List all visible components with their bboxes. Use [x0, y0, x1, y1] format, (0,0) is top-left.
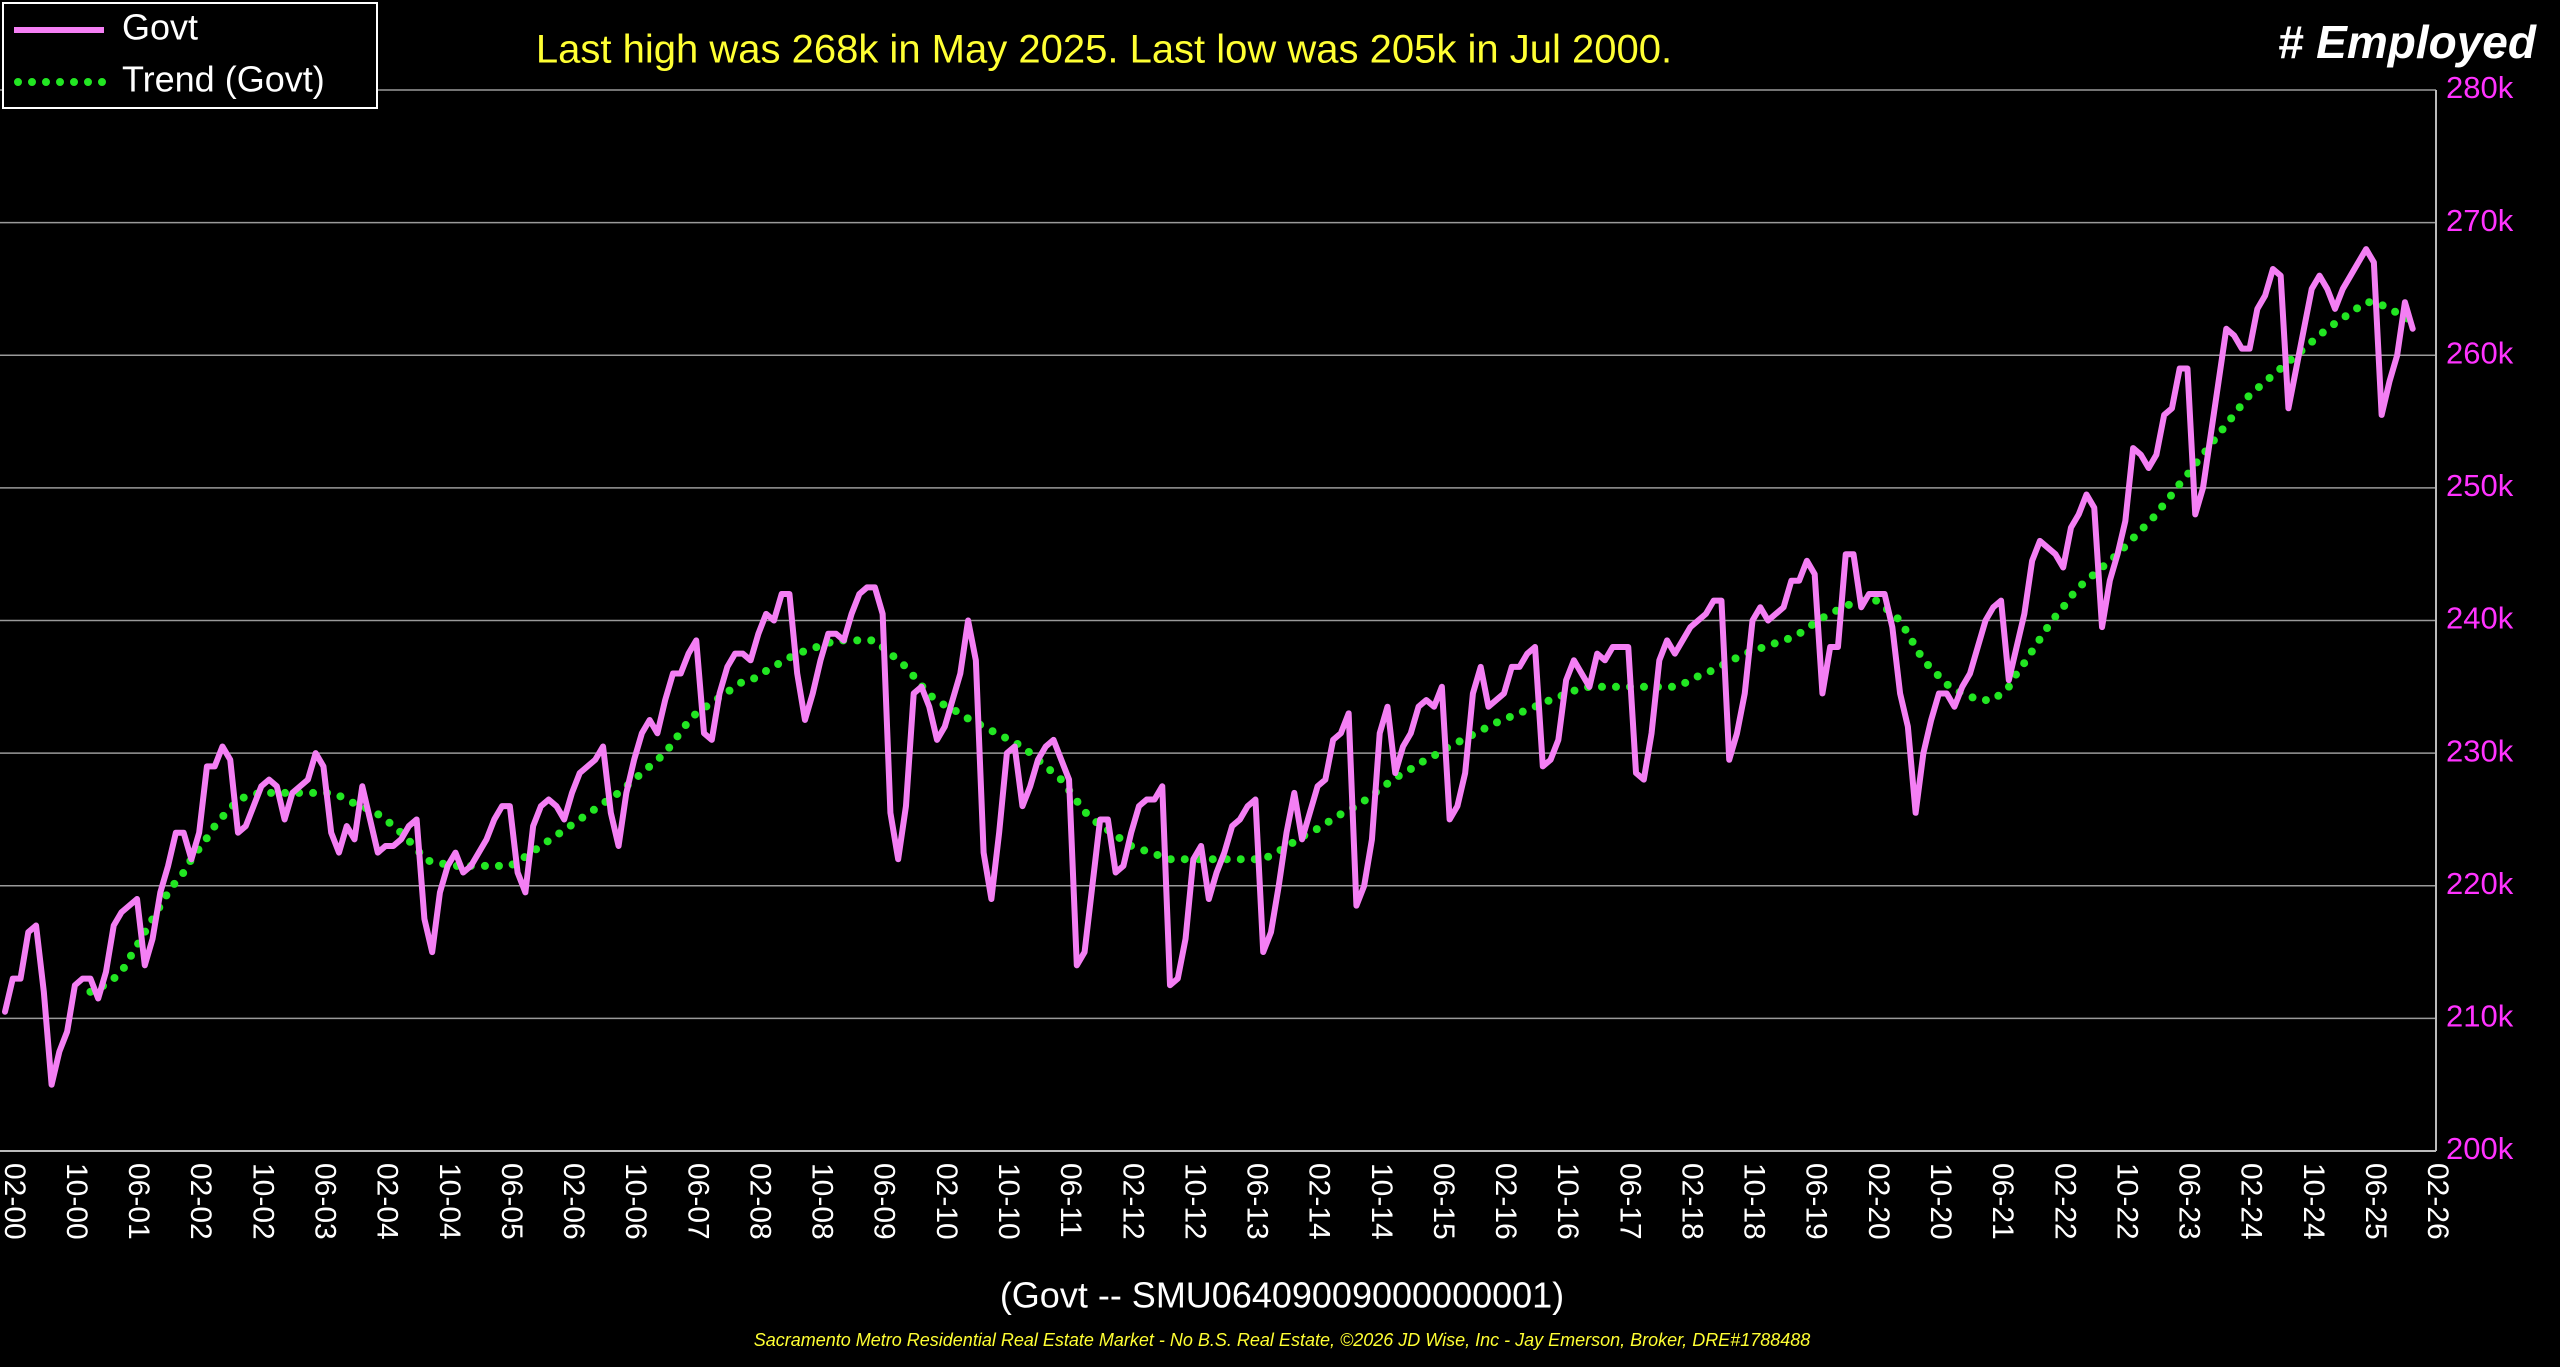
legend-label: Trend (Govt) — [122, 59, 325, 100]
y-tick-label: 260k — [2446, 335, 2514, 370]
x-tick-label: 02-16 — [1489, 1163, 1522, 1240]
x-tick-label: 02-20 — [1862, 1163, 1895, 1240]
y-tick-label: 270k — [2446, 203, 2514, 238]
x-tick-label: 10-18 — [1738, 1163, 1771, 1240]
x-tick-label: 02-10 — [930, 1163, 963, 1240]
x-tick-label: 06-11 — [1054, 1163, 1087, 1238]
legend-box — [2, 2, 378, 109]
axes: 200k 210k 220k 230k 240k 250k 260k 270k 280k 02-0… — [0, 70, 2514, 1240]
x-tick-label: 06-13 — [1241, 1163, 1274, 1240]
x-tick-label: 10-00 — [60, 1163, 93, 1240]
y-tick-label: 220k — [2446, 866, 2514, 901]
footer: Sacramento Metro Residential Real Estate… — [754, 1330, 1811, 1350]
x-tick-label: 06-21 — [1986, 1163, 2019, 1240]
x-tick-label: 10-02 — [246, 1163, 279, 1240]
x-tick-label: 06-05 — [495, 1163, 528, 1240]
x-tick-label: 06-17 — [1613, 1163, 1646, 1240]
x-tick-label: 10-10 — [992, 1163, 1025, 1240]
x-tick-label: 10-24 — [2297, 1163, 2330, 1240]
x-tick-label: 10-14 — [1365, 1163, 1398, 1240]
legend: Govt Trend (Govt) — [2, 2, 378, 109]
trend-line — [86, 298, 2417, 996]
x-tick-label: 10-12 — [1178, 1163, 1211, 1240]
corner-title: # Employed — [2278, 16, 2537, 68]
y-tick-label: 240k — [2446, 601, 2514, 636]
legend-label: Govt — [122, 7, 198, 48]
x-tick-label: 02-04 — [371, 1163, 404, 1240]
y-tick-label: 200k — [2446, 1131, 2514, 1166]
x-tick-label: 02-08 — [743, 1163, 776, 1240]
x-tick-label: 06-19 — [1800, 1163, 1833, 1240]
x-tick-label: 06-07 — [681, 1163, 714, 1240]
plot-area — [2, 246, 2417, 1088]
x-tick-label: 06-01 — [122, 1163, 155, 1240]
x-tick-label: 02-24 — [2235, 1163, 2268, 1240]
x-tick-label: 10-08 — [806, 1163, 839, 1240]
x-tick-label: 10-04 — [433, 1163, 466, 1240]
x-tick-label: 06-09 — [868, 1163, 901, 1240]
grid — [0, 89, 2436, 1152]
x-tick-label: 06-15 — [1427, 1163, 1460, 1240]
x-tick-label: 02-18 — [1675, 1163, 1708, 1240]
y-tick-label: 280k — [2446, 70, 2514, 105]
x-tick-label: 02-12 — [1116, 1163, 1149, 1240]
y-tick-label: 250k — [2446, 468, 2514, 503]
x-tick-label: 06-03 — [309, 1163, 342, 1240]
x-tick-label: 10-20 — [1924, 1163, 1957, 1240]
x-tick-label: 02-00 — [0, 1163, 31, 1240]
x-axis-label: (Govt -- SMU06409009000000001) — [1000, 1275, 1564, 1316]
x-tick-label: 06-23 — [2173, 1163, 2206, 1240]
data-line — [2, 246, 2416, 1088]
x-tick-label: 02-02 — [184, 1163, 217, 1240]
y-tick-label: 210k — [2446, 999, 2514, 1034]
x-tick-label: 02-22 — [2048, 1163, 2081, 1240]
x-tick-label: 06-25 — [2359, 1163, 2392, 1240]
y-tick-label: 230k — [2446, 733, 2514, 768]
x-tick-label: 02-06 — [557, 1163, 590, 1240]
x-tick-label: 02-26 — [2421, 1163, 2454, 1240]
x-tick-label: 10-06 — [619, 1163, 652, 1240]
x-tick-label: 10-16 — [1551, 1163, 1584, 1240]
x-tick-label: 02-14 — [1303, 1163, 1336, 1240]
chart-title: Last high was 268k in May 2025. Last low… — [536, 28, 1672, 72]
x-tick-label: 10-22 — [2110, 1163, 2143, 1240]
